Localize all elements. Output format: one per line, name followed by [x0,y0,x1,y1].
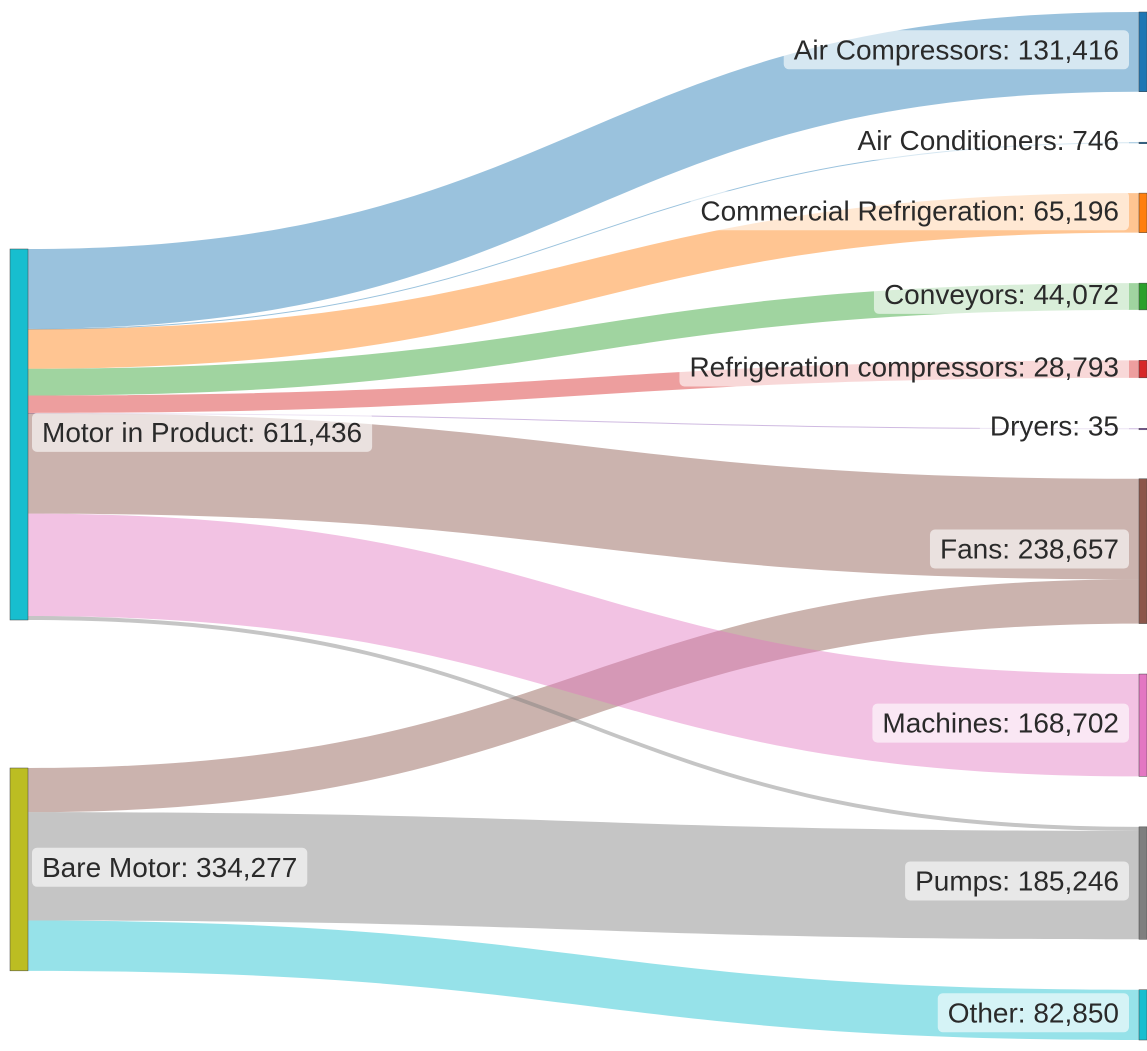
node-label-group: Fans: 238,657 [929,529,1129,569]
node-label: Refrigeration compressors: 28,793 [689,351,1119,382]
node [1138,428,1147,431]
node-label: Dryers: 35 [990,411,1119,442]
node [9,248,29,621]
node-label-group: Motor in Product: 611,436 [32,412,373,452]
node-label-group: Air Compressors: 131,416 [783,30,1129,70]
node-label: Air Compressors: 131,416 [794,34,1119,65]
node [1138,141,1147,144]
label-background [32,847,308,887]
link [28,12,1139,329]
node-label-group: Machines: 168,702 [872,703,1129,743]
node-label: Conveyors: 44,072 [884,279,1119,310]
label-background [847,120,1129,160]
label-background [32,412,373,452]
node-label: Other: 82,850 [948,997,1119,1028]
node [1138,478,1147,624]
link [28,193,1139,369]
node-label-group: Bare Motor: 334,277 [32,847,308,887]
link [28,579,1139,813]
label-background [679,347,1129,387]
link [28,513,1139,777]
node-label: Air Conditioners: 746 [858,125,1119,156]
label-background [979,406,1129,446]
node-label-group: Refrigeration compressors: 28,793 [679,347,1129,387]
node [1138,11,1147,92]
node-label: Commercial Refrigeration: 65,196 [700,195,1119,226]
link [28,615,1139,831]
label-background [872,703,1129,743]
label-background [905,861,1129,901]
node [9,767,29,972]
node-label: Bare Motor: 334,277 [42,852,297,883]
node-label: Fans: 238,657 [940,534,1119,565]
node [1138,192,1147,233]
label-background [783,30,1129,70]
label-background [690,191,1129,231]
node-label: Machines: 168,702 [882,708,1119,739]
node-label-group: Commercial Refrigeration: 65,196 [690,191,1129,231]
node [1138,360,1147,379]
links [28,12,1139,1040]
node-label-group: Dryers: 35 [979,406,1129,446]
node [1138,673,1147,777]
node-label-group: Conveyors: 44,072 [873,274,1129,314]
link [28,412,1139,580]
node [1138,826,1147,940]
link [28,283,1139,396]
node-label: Motor in Product: 611,436 [42,417,362,448]
node-label-group: Other: 82,850 [937,993,1129,1033]
link [28,812,1139,940]
label-background [929,529,1129,569]
link [28,920,1139,1040]
label-background [873,274,1129,314]
node-label-group: Pumps: 185,246 [905,861,1129,901]
link [28,142,1139,330]
node [1138,989,1147,1041]
label-background [937,993,1129,1033]
node [1138,282,1147,311]
link [28,412,1139,430]
node-label-group: Air Conditioners: 746 [847,120,1129,160]
node-label: Pumps: 185,246 [915,865,1119,896]
